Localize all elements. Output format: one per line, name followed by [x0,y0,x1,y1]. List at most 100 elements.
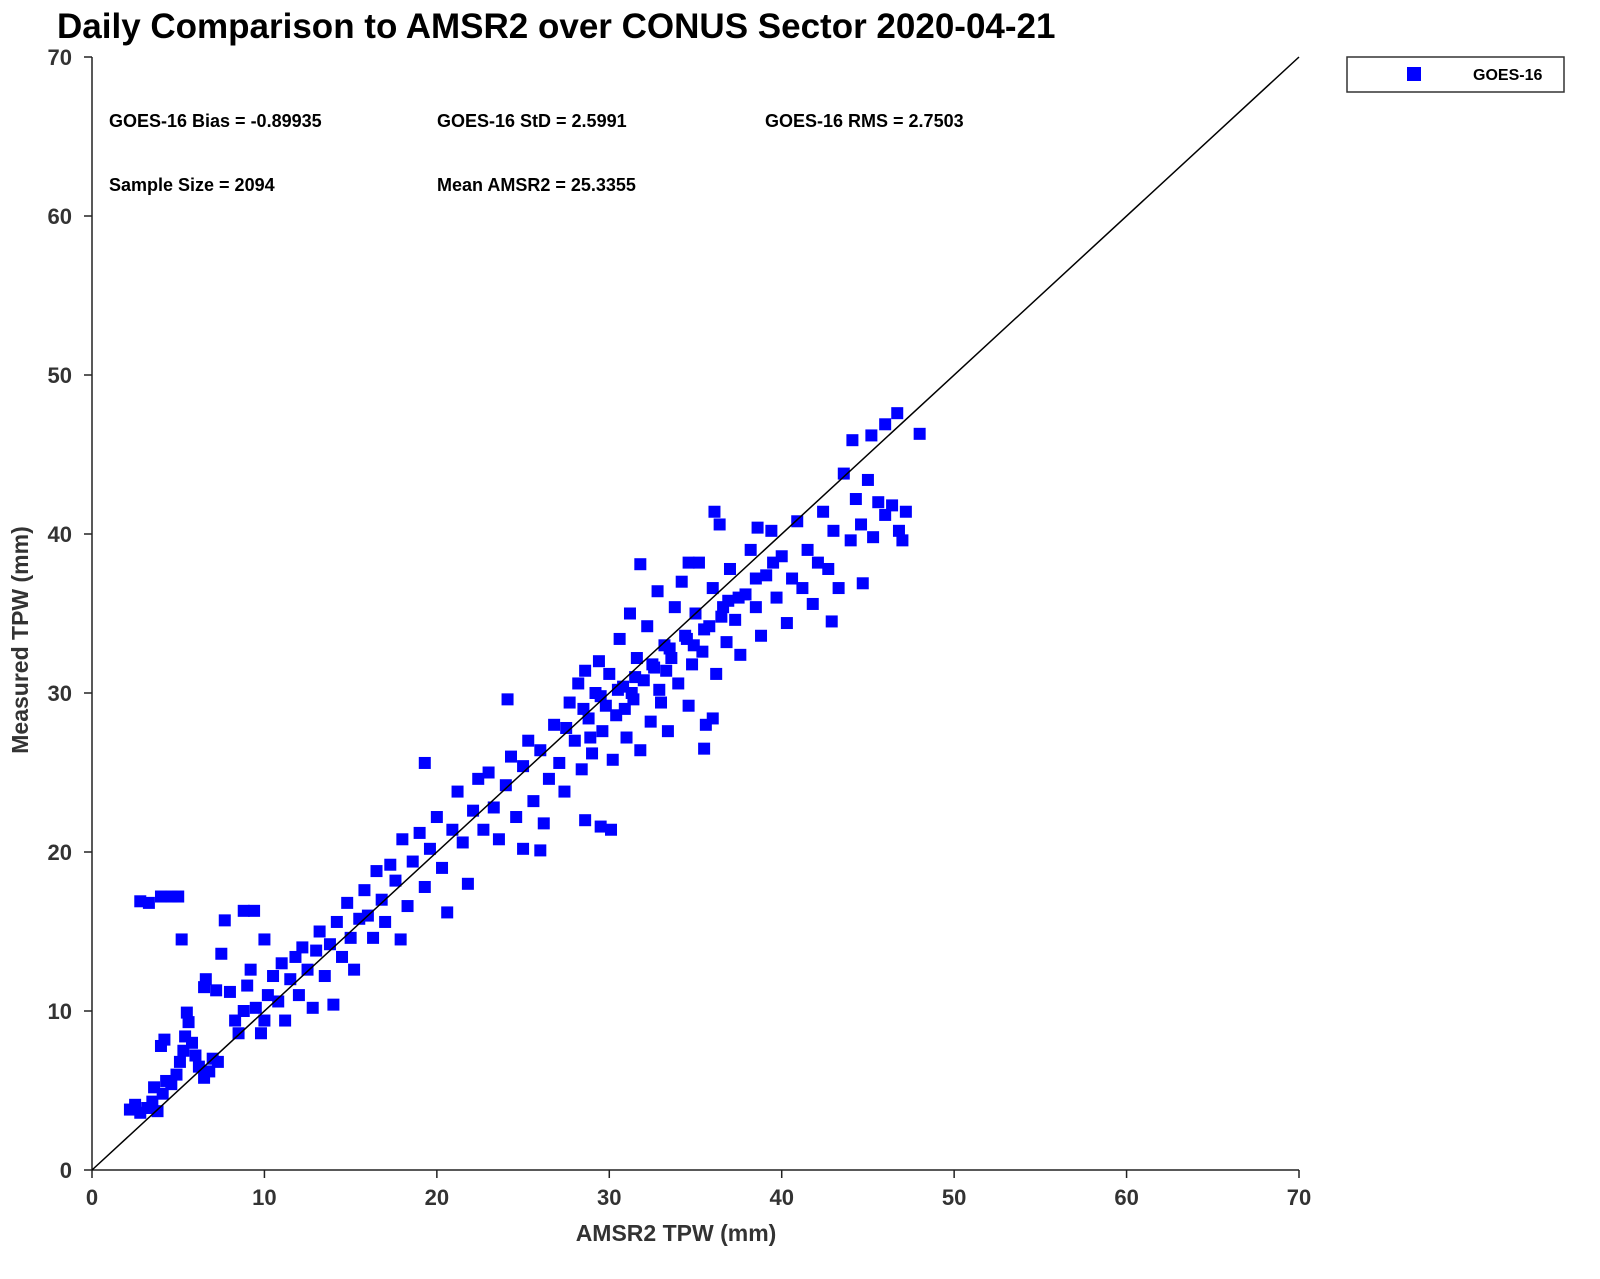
data-point [517,760,530,773]
data-point [825,615,838,628]
data-point [867,531,880,544]
data-point [229,1014,242,1027]
data-point [501,693,514,706]
stat-rms: GOES-16 RMS = 2.7503 [765,111,964,131]
data-point [527,795,540,808]
data-point [249,1001,262,1014]
data-point [641,620,654,633]
data-point [770,591,783,604]
data-point [872,496,885,509]
data-point [755,629,768,642]
data-point [879,508,892,521]
data-point [254,1027,267,1040]
data-point [708,505,721,518]
legend-box [1346,56,1565,93]
data-point [796,582,809,595]
legend-label-goes16: GOES-16 [1473,67,1542,84]
data-point [517,842,530,855]
data-point [646,658,659,671]
data-point [605,823,618,836]
data-point [837,467,850,480]
data-point [865,429,878,442]
data-point [579,664,592,677]
y-axis-label: Measured TPW (mm) [7,526,33,753]
data-point [487,801,500,814]
data-point [710,667,723,680]
data-point [806,597,819,610]
data-point [577,702,590,715]
data-point [182,1016,195,1029]
data-point [318,970,331,983]
data-point [451,785,464,798]
data-point [663,642,676,655]
data-point [856,577,869,590]
y-tick-label: 10 [48,999,72,1024]
y-tick-label: 30 [48,681,72,706]
data-point [899,505,912,518]
data-point [358,884,371,897]
data-point [668,601,681,614]
data-point [375,893,388,906]
data-point [423,842,436,855]
y-axis-ticks: 0 10 20 30 40 50 60 70 [48,45,92,1183]
data-point [767,556,780,569]
data-point [660,664,673,677]
data-point [613,632,626,645]
data-point [786,572,799,585]
data-point [154,890,167,903]
data-point [644,715,657,728]
data-point [625,687,638,699]
data-point [327,998,340,1011]
data-point [248,904,261,917]
data-point [330,915,343,928]
data-point [505,750,518,763]
data-point [623,607,636,620]
data-point [534,744,547,757]
data-point [586,747,599,760]
data-point [418,756,431,769]
data-point [886,499,899,512]
data-point [629,671,642,684]
stat-bias: GOES-16 Bias = -0.89935 [109,111,322,131]
goes16-points [123,407,926,1119]
data-point [896,534,909,547]
data-point [715,610,728,623]
data-point [158,1033,171,1046]
data-point [846,434,859,447]
x-tick-label: 40 [769,1185,793,1210]
y-tick-label: 60 [48,204,72,229]
data-point [218,914,231,927]
data-point [146,1095,159,1108]
data-point [367,931,380,944]
data-point [510,811,523,824]
data-point [436,861,449,874]
data-point [310,944,323,957]
data-point [749,601,762,614]
data-point [258,1014,271,1027]
data-point [749,572,762,585]
data-point [706,712,719,725]
data-point [186,1036,199,1049]
stat-std: GOES-16 StD = 2.5991 [437,111,627,131]
data-point [760,569,773,582]
data-point [682,699,695,712]
data-point [665,652,678,665]
data-point [558,785,571,798]
data-point [306,1001,319,1014]
y-tick-label: 0 [60,1158,72,1183]
data-point [572,677,585,690]
legend: GOES-16 [1346,56,1565,93]
data-point [682,556,695,569]
data-point [542,772,555,785]
data-point [879,418,892,431]
data-point [258,933,271,946]
data-point [175,933,188,946]
data-point [620,731,633,744]
data-point [537,817,550,830]
data-point [861,473,874,486]
data-point [296,941,309,954]
data-point [284,973,297,986]
data-point [811,556,824,569]
data-point [732,591,745,604]
